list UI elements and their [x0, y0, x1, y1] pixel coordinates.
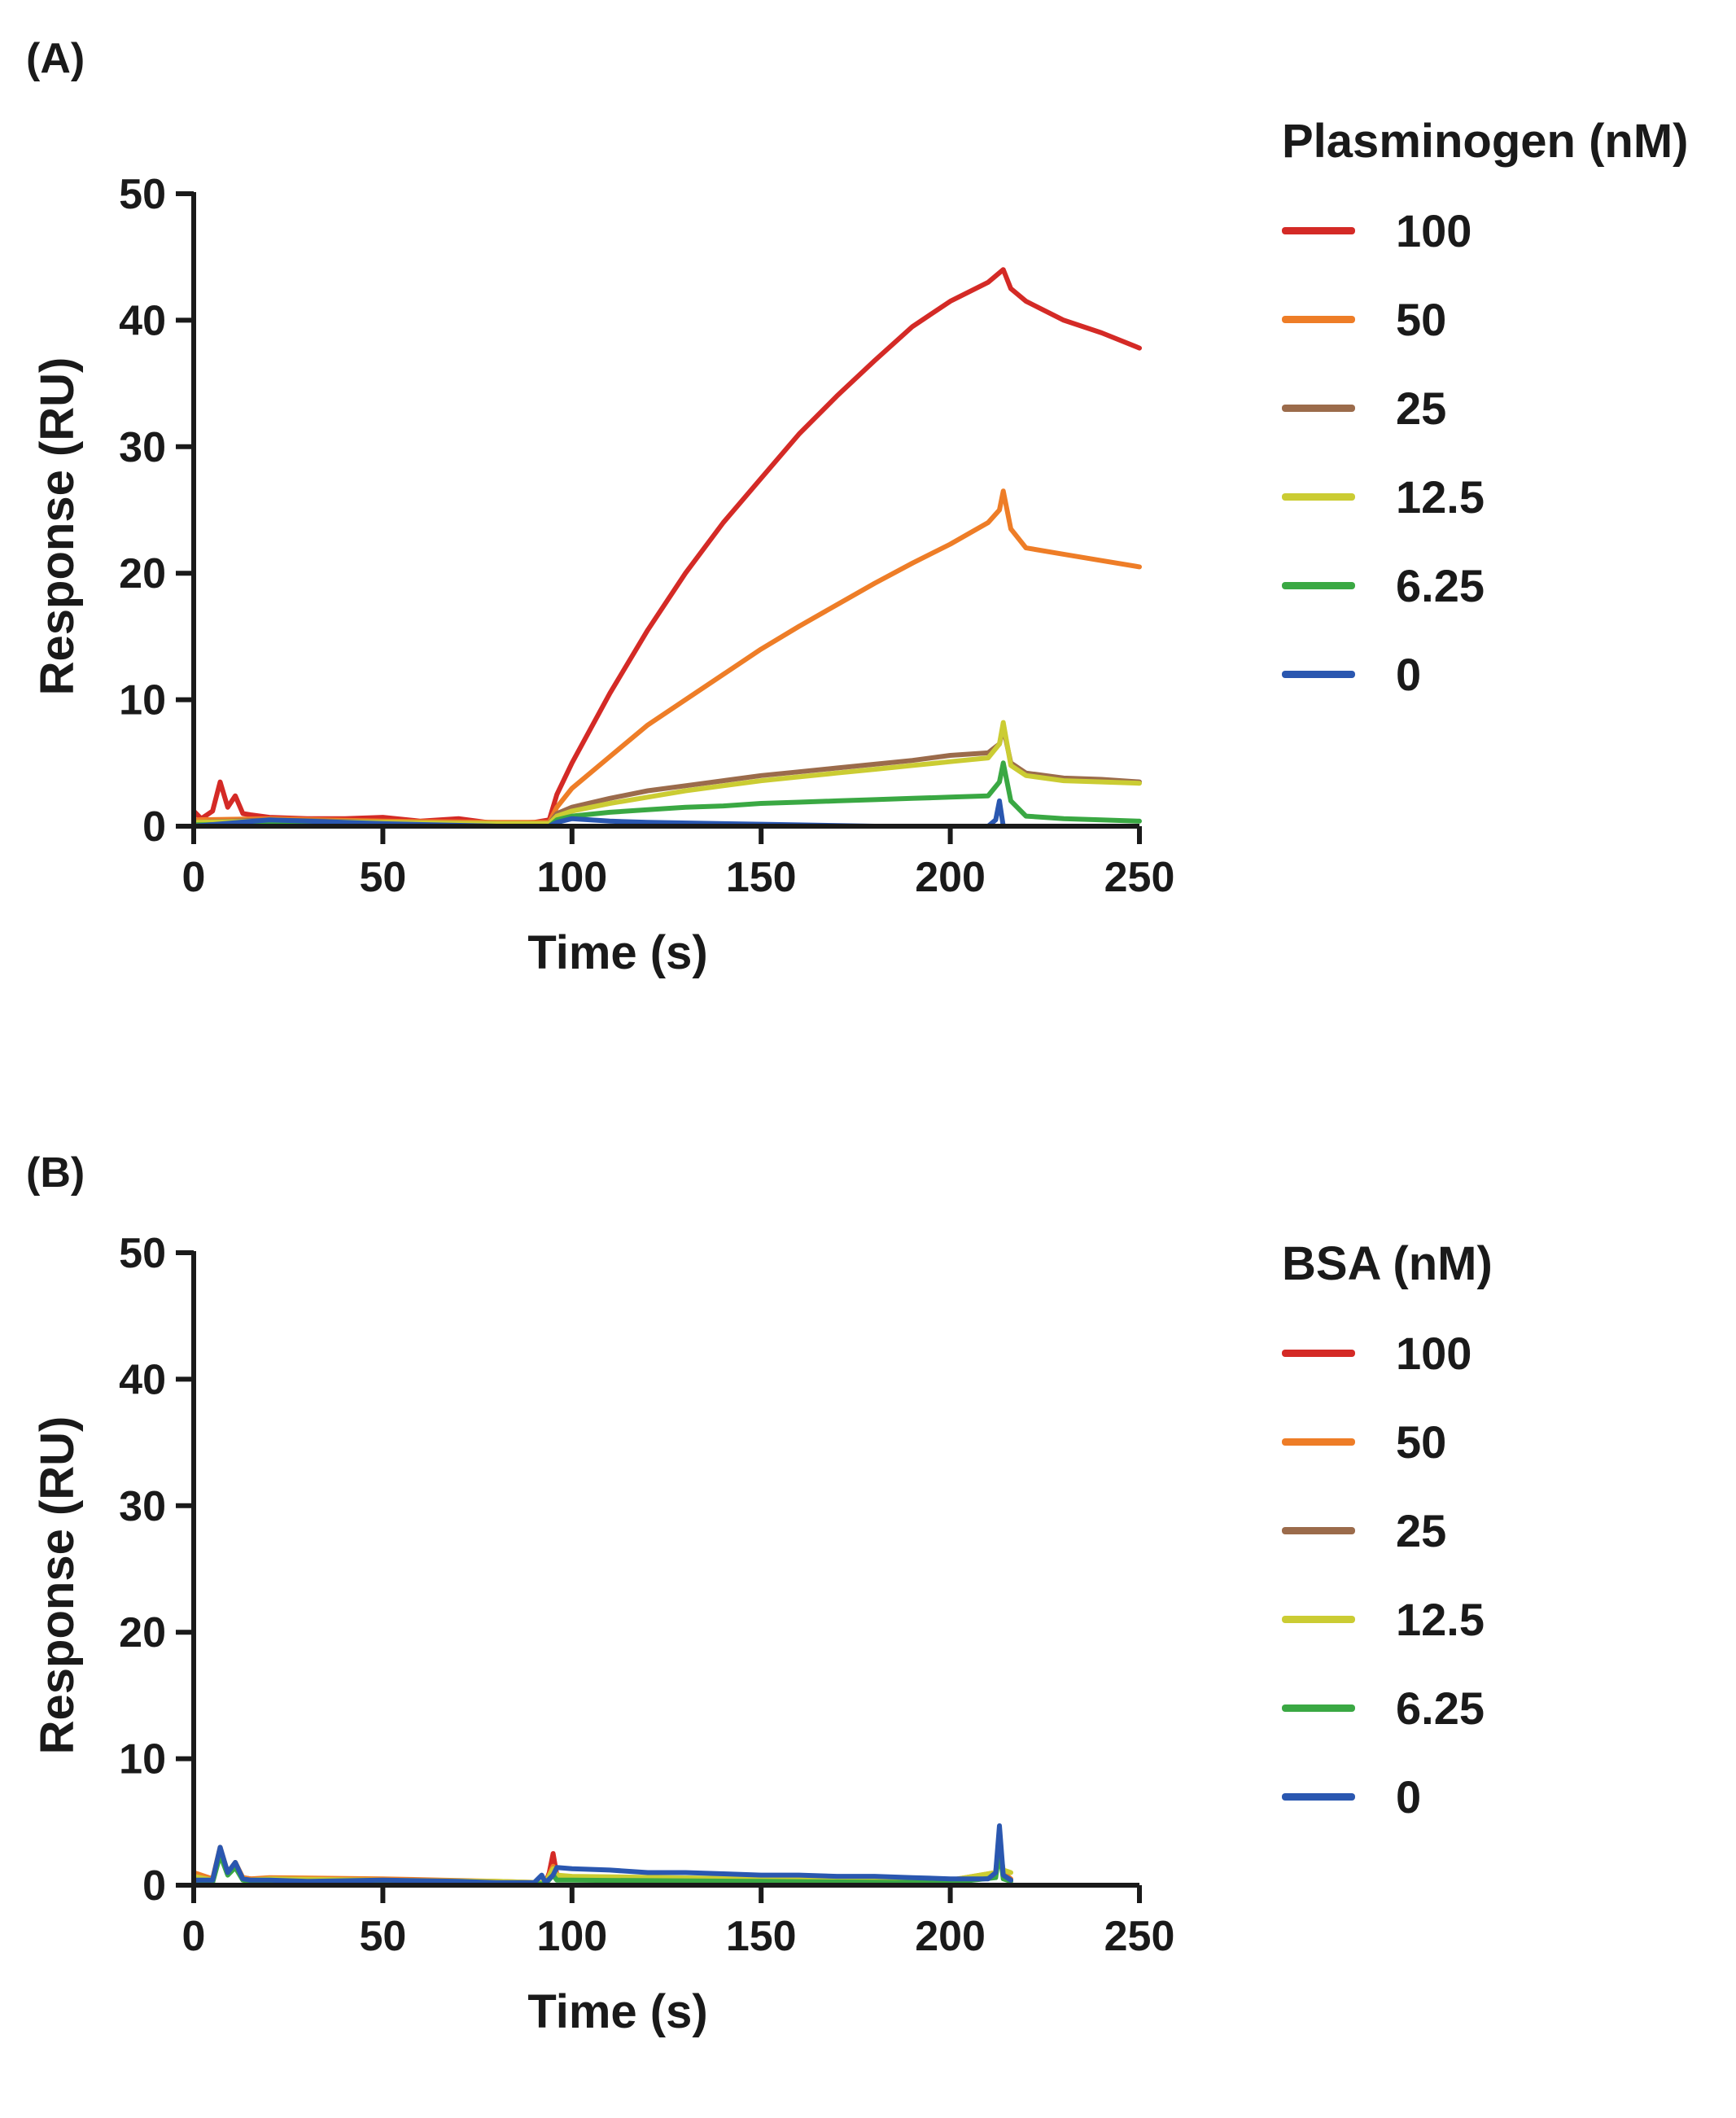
legend-title-b: BSA (nM): [1282, 1237, 1493, 1290]
legend-item-b-50: 50: [1282, 1398, 1493, 1486]
legend-label: 0: [1396, 649, 1422, 700]
y-axis-label: Response (RU): [31, 1416, 84, 1755]
y-tick-label: 30: [119, 424, 166, 471]
legend-swatch: [1282, 493, 1355, 501]
legend-item-a-6-25: 6.25: [1282, 541, 1688, 630]
y-tick-label: 10: [119, 677, 166, 724]
panel-label-a: (A): [26, 35, 85, 82]
chart-b: 0 50 100 150 200 250 0 10 20 30 40 50 Time (s) Respon…: [31, 1230, 1175, 2038]
y-tick-label: 30: [119, 1483, 166, 1530]
series-line-100: [191, 267, 1142, 826]
legend-item-a-100: 100: [1282, 186, 1688, 275]
legend-swatch: [1282, 1527, 1355, 1534]
x-tick-label: 250: [1104, 854, 1175, 901]
panel-label-b: (B): [26, 1149, 85, 1197]
y-tick-label: 0: [142, 1862, 166, 1910]
x-tick-label: 50: [359, 854, 406, 901]
legend-item-b-0: 0: [1282, 1753, 1493, 1841]
legend-swatch: [1282, 316, 1355, 323]
legend-swatch: [1282, 1438, 1355, 1446]
legend-label: 6.25: [1396, 1683, 1485, 1734]
legend-item-a-12-5: 12.5: [1282, 453, 1688, 541]
y-tick-label: 50: [119, 171, 166, 218]
legend-label: 6.25: [1396, 560, 1485, 611]
x-tick-label: 250: [1104, 1913, 1175, 1960]
legend-label: 50: [1396, 294, 1447, 345]
series-line-50: [191, 488, 1142, 825]
x-axis-label: Time (s): [527, 1985, 707, 2038]
x-tick-label: 100: [536, 1913, 607, 1960]
legend-label: 0: [1396, 1771, 1422, 1823]
y-tick-label: 0: [142, 803, 166, 851]
x-tick-label: 150: [726, 1913, 797, 1960]
x-tick-label: 200: [915, 854, 986, 901]
legend-label: 50: [1396, 1416, 1447, 1468]
x-tick-label: 50: [359, 1913, 406, 1960]
legend-title-a: Plasminogen (nM): [1282, 115, 1689, 168]
legend-item-a-50: 50: [1282, 275, 1688, 364]
x-tick-label: 100: [536, 854, 607, 901]
legend-label: 12.5: [1396, 471, 1485, 523]
y-tick-label: 10: [119, 1736, 166, 1783]
y-tick-label: 20: [119, 550, 166, 597]
legend-item-b-25: 25: [1282, 1486, 1493, 1575]
x-tick-label: 200: [915, 1913, 986, 1960]
y-tick-label: 20: [119, 1609, 166, 1656]
legend-a: Plasminogen (nM) 100 50 25 12.5 6.25 0: [1282, 114, 1688, 719]
legend-item-b-100: 100: [1282, 1309, 1493, 1398]
panel-a: (A) 0 50 100 150 200 250 0 10 20 30 40 50 Time (s) Re…: [26, 35, 1688, 979]
y-tick-label: 40: [119, 297, 166, 344]
legend-swatch: [1282, 227, 1355, 234]
legend-label: 100: [1396, 1328, 1472, 1379]
legend-item-a-0: 0: [1282, 630, 1688, 719]
legend-label: 25: [1396, 383, 1447, 434]
legend-item-b-12-5: 12.5: [1282, 1575, 1493, 1664]
legend-swatch: [1282, 582, 1355, 589]
legend-swatch: [1282, 1704, 1355, 1712]
legend-label: 100: [1396, 205, 1472, 256]
legend-b: BSA (nM) 100 50 25 12.5 6.25 0: [1282, 1236, 1493, 1841]
legend-item-a-25: 25: [1282, 364, 1688, 453]
legend-swatch: [1282, 671, 1355, 678]
x-tick-label: 150: [726, 854, 797, 901]
legend-swatch: [1282, 405, 1355, 412]
x-tick-label: 0: [182, 1913, 206, 1960]
y-tick-label: 50: [119, 1230, 166, 1277]
y-tick-label: 40: [119, 1356, 166, 1403]
chart-a: 0 50 100 150 200 250 0 10 20 30 40 50 Time (s) Respon…: [31, 171, 1175, 979]
panel-b: (B) 0 50 100 150 200 250 0 10 20 30 40 50 Time (s) Re…: [0, 1059, 1736, 2118]
legend-swatch: [1282, 1616, 1355, 1623]
legend-label: 25: [1396, 1505, 1447, 1556]
y-axis-label: Response (RU): [31, 357, 84, 696]
legend-swatch: [1282, 1350, 1355, 1357]
series-line-0: [191, 1823, 1013, 1885]
x-tick-label: 0: [182, 854, 206, 901]
legend-swatch: [1282, 1793, 1355, 1801]
legend-item-b-6-25: 6.25: [1282, 1664, 1493, 1753]
legend-label: 12.5: [1396, 1594, 1485, 1645]
x-axis-label: Time (s): [527, 926, 707, 979]
